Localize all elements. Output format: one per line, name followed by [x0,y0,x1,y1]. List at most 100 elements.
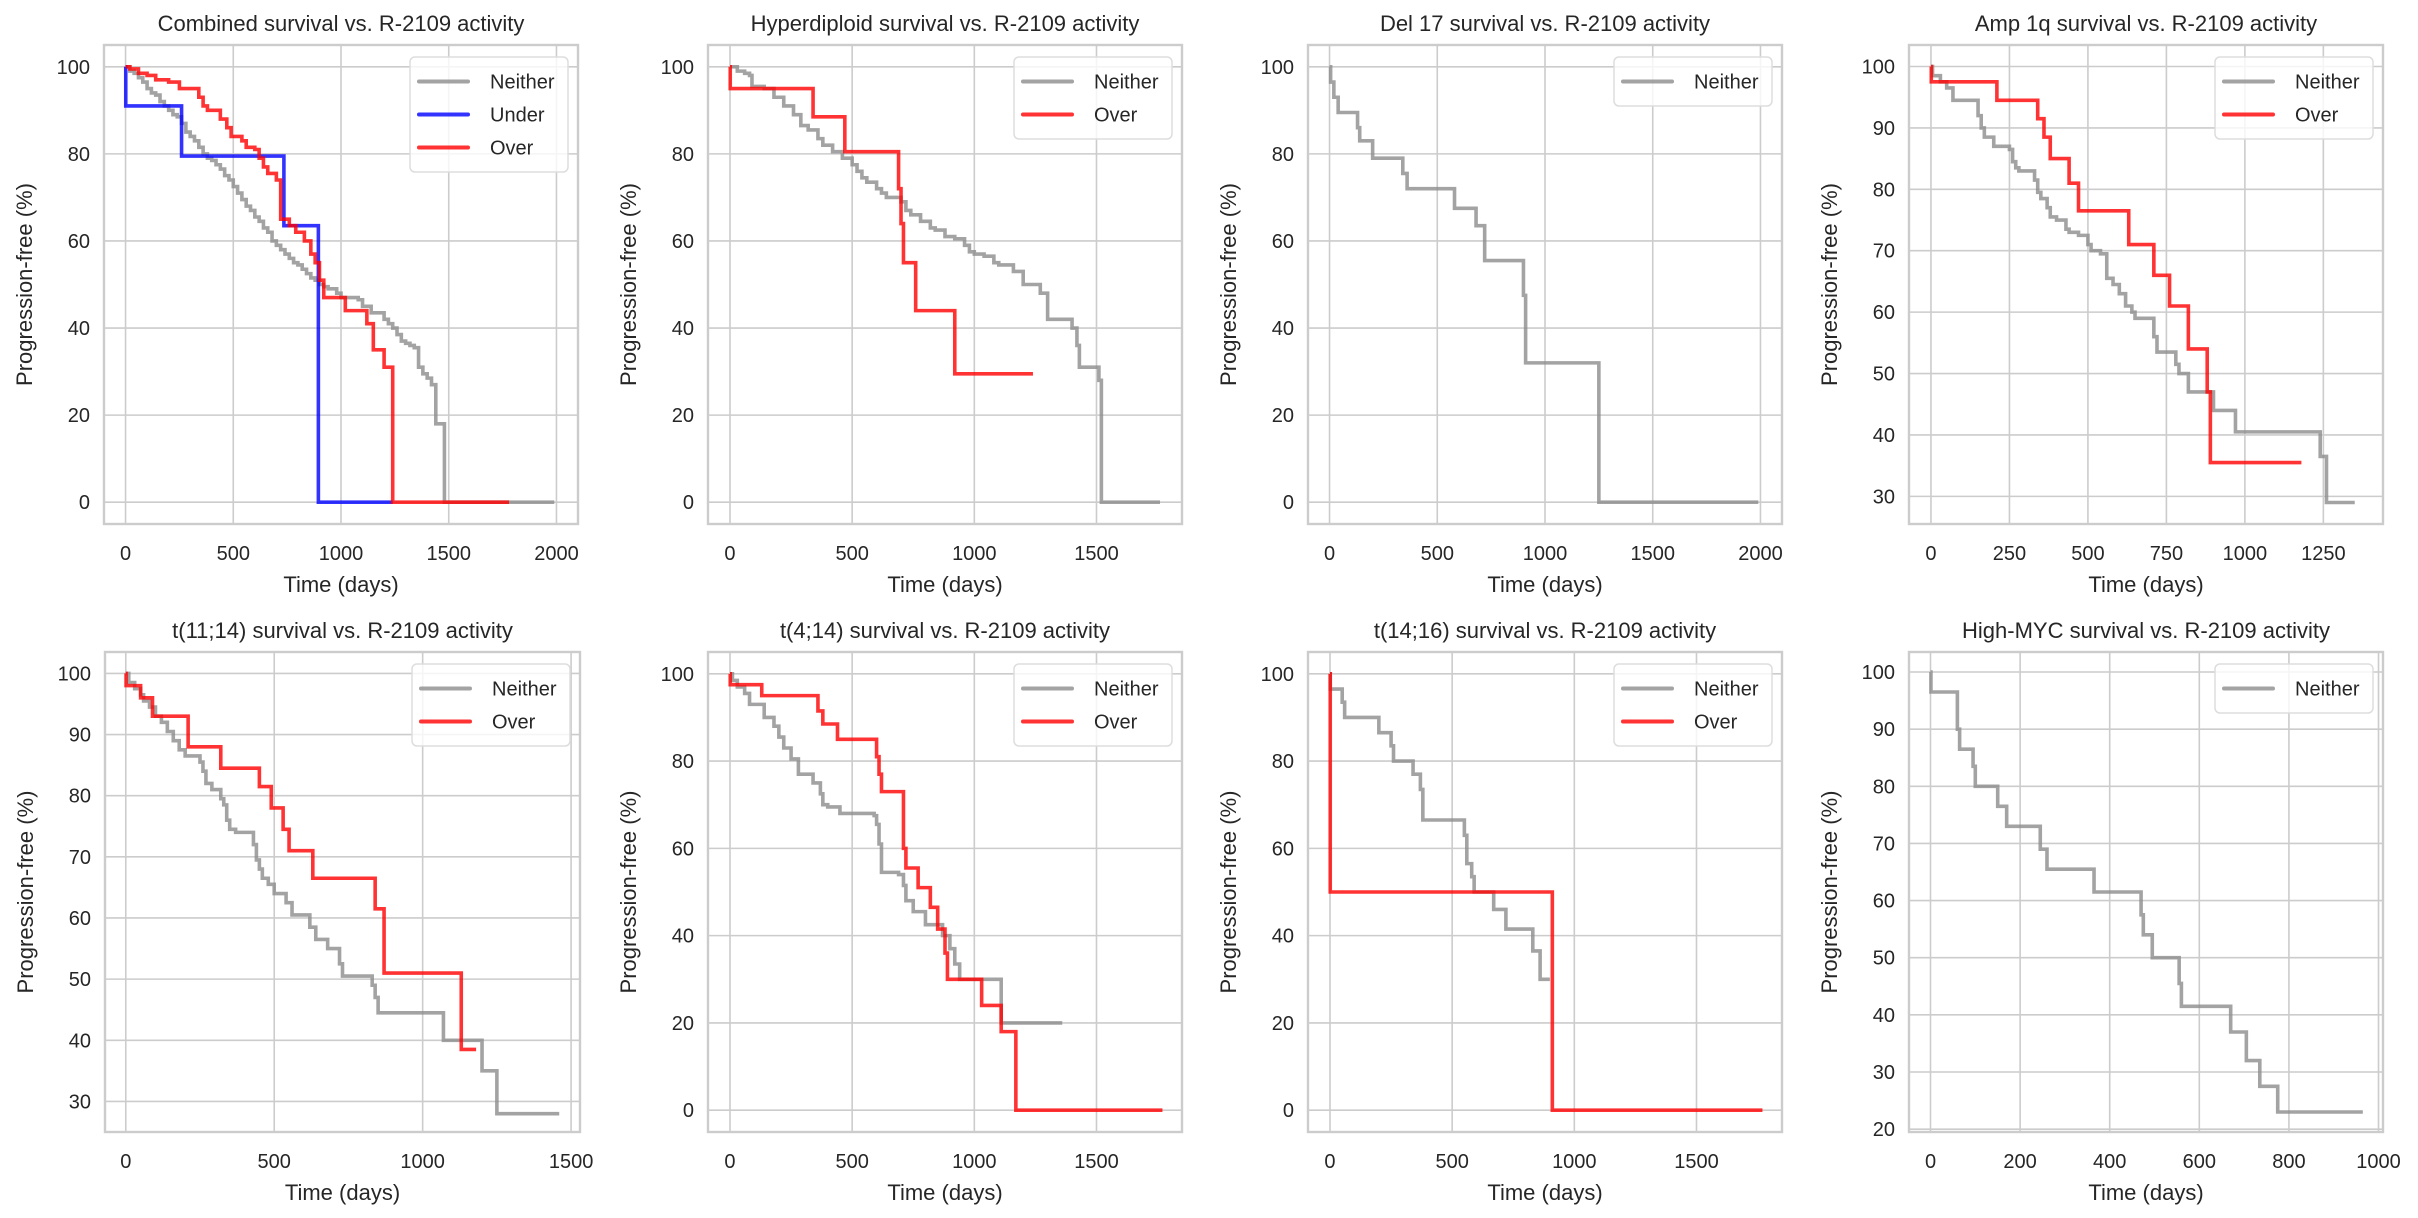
y-tick-label: 100 [57,57,90,79]
axes-frame [102,43,580,526]
x-axis-label: Time (days) [1487,572,1602,597]
subplot-del-17: 0 500 1000 1500 2000 0 20 40 60 80 100 Del 17 survi… [1216,11,1784,597]
legend-label-neither: Neither [492,679,557,701]
y-axis-label: Progression-free (%) [616,791,641,994]
series-line-under [123,64,393,505]
series-line-neither [1929,670,2363,1114]
x-tick-label: 750 [2150,543,2183,565]
y-tick-label: 80 [1272,144,1294,166]
y-tick-label: 90 [1873,719,1895,741]
y-tick-label: 80 [1873,776,1895,798]
x-tick-label: 0 [1925,1151,1936,1173]
x-axis-label: Time (days) [283,572,398,597]
legend-label-neither: Neither [1694,72,1759,94]
legend: Neither Over [2214,56,2374,140]
y-tick-label: 100 [1261,57,1294,79]
x-tick-label: 0 [1324,1151,1335,1173]
x-tick-label: 600 [2183,1151,2216,1173]
series-line-over [728,672,1163,1112]
axes-frame [1907,43,2385,526]
x-tick-label: 1000 [2223,543,2268,565]
y-tick-label: 30 [1873,1062,1895,1084]
legend-box [411,663,571,747]
y-tick-label: 40 [1272,926,1294,948]
y-tick-label: 20 [672,405,694,427]
x-tick-label: 500 [217,543,250,565]
axes-frame [1306,650,1784,1134]
y-tick-label: 60 [1272,838,1294,860]
y-tick-label: 0 [79,492,90,514]
y-tick-label: 40 [68,318,90,340]
series-line-neither [729,64,1161,505]
x-tick-label: 1500 [1674,1151,1719,1173]
axes-frame [103,650,582,1134]
x-tick-label: 250 [1993,543,2026,565]
y-tick-label: 100 [1862,662,1895,684]
y-tick-label: 0 [1283,1100,1294,1122]
y-tick-label: 50 [69,969,91,991]
axes-frame [706,650,1184,1134]
y-tick-label: 0 [683,1100,694,1122]
y-tick-label: 50 [1873,948,1895,970]
y-tick-label: 30 [69,1091,91,1113]
y-tick-label: 90 [69,725,91,747]
chart-title: Del 17 survival vs. R-2109 activity [1380,11,1710,36]
legend-box [2214,663,2374,714]
series-line-over [1328,672,1763,1112]
x-tick-label: 1000 [2356,1151,2401,1173]
y-tick-label: 40 [69,1030,91,1052]
y-tick-label: 30 [1873,486,1895,508]
x-axis-label: Time (days) [1487,1180,1602,1205]
x-tick-label: 2000 [534,543,579,565]
legend-box [1013,56,1173,140]
legend-box [1613,663,1773,747]
legend-box [1013,663,1173,747]
legend: Neither [1613,56,1773,107]
x-tick-label: 400 [2093,1151,2126,1173]
y-axis-label: Progression-free (%) [12,183,37,386]
chart-title: Combined survival vs. R-2109 activity [158,11,525,36]
legend: Neither [2214,663,2374,714]
x-tick-label: 500 [835,1151,868,1173]
series-line-neither [1930,64,2355,505]
series-line-over [1929,64,2302,465]
y-tick-label: 100 [661,664,694,686]
legend-box [1613,56,1773,107]
chart-title: t(4;14) survival vs. R-2109 activity [780,618,1110,643]
y-tick-label: 20 [68,405,90,427]
x-tick-label: 1500 [549,1151,594,1173]
x-axis-label: Time (days) [887,1180,1002,1205]
x-tick-label: 2000 [1738,543,1783,565]
x-tick-label: 500 [1435,1151,1468,1173]
legend: Neither Over [1613,663,1773,747]
y-tick-label: 60 [68,231,90,253]
x-tick-label: 500 [2071,543,2104,565]
x-tick-label: 500 [258,1151,291,1173]
legend-label-neither: Neither [1694,679,1759,701]
legend-label-over: Over [1694,712,1738,734]
subplot-t-11-14: 0 500 1000 1500 30 40 50 60 70 80 90 100 t(11;14) su… [13,618,593,1205]
x-tick-label: 1000 [952,1151,997,1173]
legend: Neither Under Over [409,56,569,173]
y-tick-label: 40 [1272,318,1294,340]
y-tick-label: 50 [1873,364,1895,386]
y-tick-label: 70 [69,847,91,869]
chart-title: Hyperdiploid survival vs. R-2109 activit… [751,11,1140,36]
x-tick-label: 1000 [400,1151,445,1173]
y-tick-label: 20 [672,1013,694,1035]
x-tick-label: 0 [1324,543,1335,565]
legend-label-neither: Neither [1094,679,1159,701]
y-axis-label: Progression-free (%) [1817,183,1842,386]
x-tick-label: 1000 [1552,1151,1597,1173]
y-tick-label: 60 [1873,891,1895,913]
y-tick-label: 0 [683,492,694,514]
series-line-neither [1328,64,1759,505]
y-axis-label: Progression-free (%) [1817,791,1842,994]
x-tick-label: 500 [1421,543,1454,565]
y-tick-label: 60 [1873,302,1895,324]
legend-label-over: Over [1094,105,1138,127]
legend-label-over: Over [490,138,534,160]
y-tick-label: 80 [672,144,694,166]
x-tick-label: 200 [2003,1151,2036,1173]
